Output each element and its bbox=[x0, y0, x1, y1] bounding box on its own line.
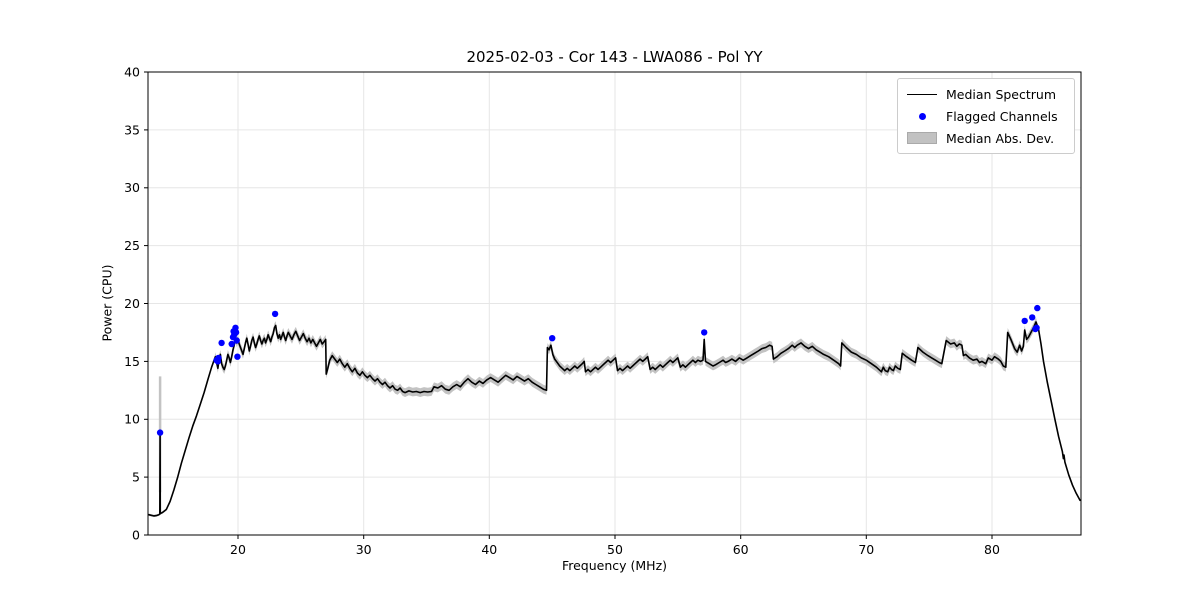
x-tick-label: 50 bbox=[607, 542, 623, 557]
flagged-channel-dot bbox=[233, 337, 240, 344]
y-tick-label: 35 bbox=[124, 122, 140, 137]
x-tick-label: 70 bbox=[858, 542, 874, 557]
y-tick-label: 40 bbox=[124, 64, 140, 79]
flagged-channel-dot bbox=[549, 335, 556, 342]
flagged-channels-dot-icon bbox=[907, 112, 937, 120]
x-tick-label: 80 bbox=[984, 542, 1000, 557]
x-tick-label: 20 bbox=[230, 542, 246, 557]
y-tick-label: 5 bbox=[132, 469, 140, 484]
legend-label-median-spectrum: Median Spectrum bbox=[946, 86, 1057, 102]
legend-item-median-spectrum: Median Spectrum bbox=[907, 84, 1065, 104]
y-tick-label: 20 bbox=[124, 296, 140, 311]
flagged-channel-dot bbox=[1021, 317, 1028, 325]
flagged-channel-dot bbox=[1034, 304, 1041, 312]
flagged-channel-dot bbox=[1033, 324, 1040, 331]
flagged-channel-dot bbox=[232, 329, 240, 336]
x-tick-label: 40 bbox=[481, 542, 497, 557]
median-spectrum-line-icon bbox=[907, 93, 937, 95]
mad-band bbox=[148, 317, 1081, 518]
legend-item-flagged-channels: Flagged Channels bbox=[907, 106, 1065, 126]
flagged-channel-dot bbox=[234, 353, 241, 360]
flagged-channel-dot bbox=[215, 354, 222, 362]
mad-band-patch-icon bbox=[907, 132, 937, 144]
flagged-channel-dot bbox=[218, 339, 225, 347]
flagged-channel-dot bbox=[156, 429, 164, 436]
y-tick-label: 15 bbox=[124, 354, 140, 369]
legend: Median Spectrum Flagged Channels Median … bbox=[897, 78, 1075, 154]
y-tick-label: 30 bbox=[124, 180, 140, 195]
flagged-channel-dot bbox=[228, 340, 235, 348]
legend-item-mad: Median Abs. Dev. bbox=[907, 128, 1065, 148]
median-spectrum-line bbox=[148, 321, 1081, 517]
legend-label-flagged-channels: Flagged Channels bbox=[946, 108, 1058, 124]
x-axis-label: Frequency (MHz) bbox=[561, 558, 668, 573]
chart-title: 2025-02-03 - Cor 143 - LWA086 - Pol YY bbox=[466, 48, 763, 66]
x-tick-label: 30 bbox=[356, 542, 372, 557]
y-axis-label: Power (CPU) bbox=[99, 264, 115, 342]
flagged-channel-dot bbox=[271, 310, 279, 318]
y-tick-label: 25 bbox=[124, 238, 140, 253]
legend-label-mad: Median Abs. Dev. bbox=[946, 130, 1055, 146]
flagged-channel-dot bbox=[1029, 314, 1036, 321]
y-tick-label: 10 bbox=[124, 412, 140, 427]
flagged-channel-dot bbox=[701, 329, 708, 336]
x-tick-label: 60 bbox=[733, 542, 749, 557]
y-tick-label: 0 bbox=[132, 527, 140, 542]
